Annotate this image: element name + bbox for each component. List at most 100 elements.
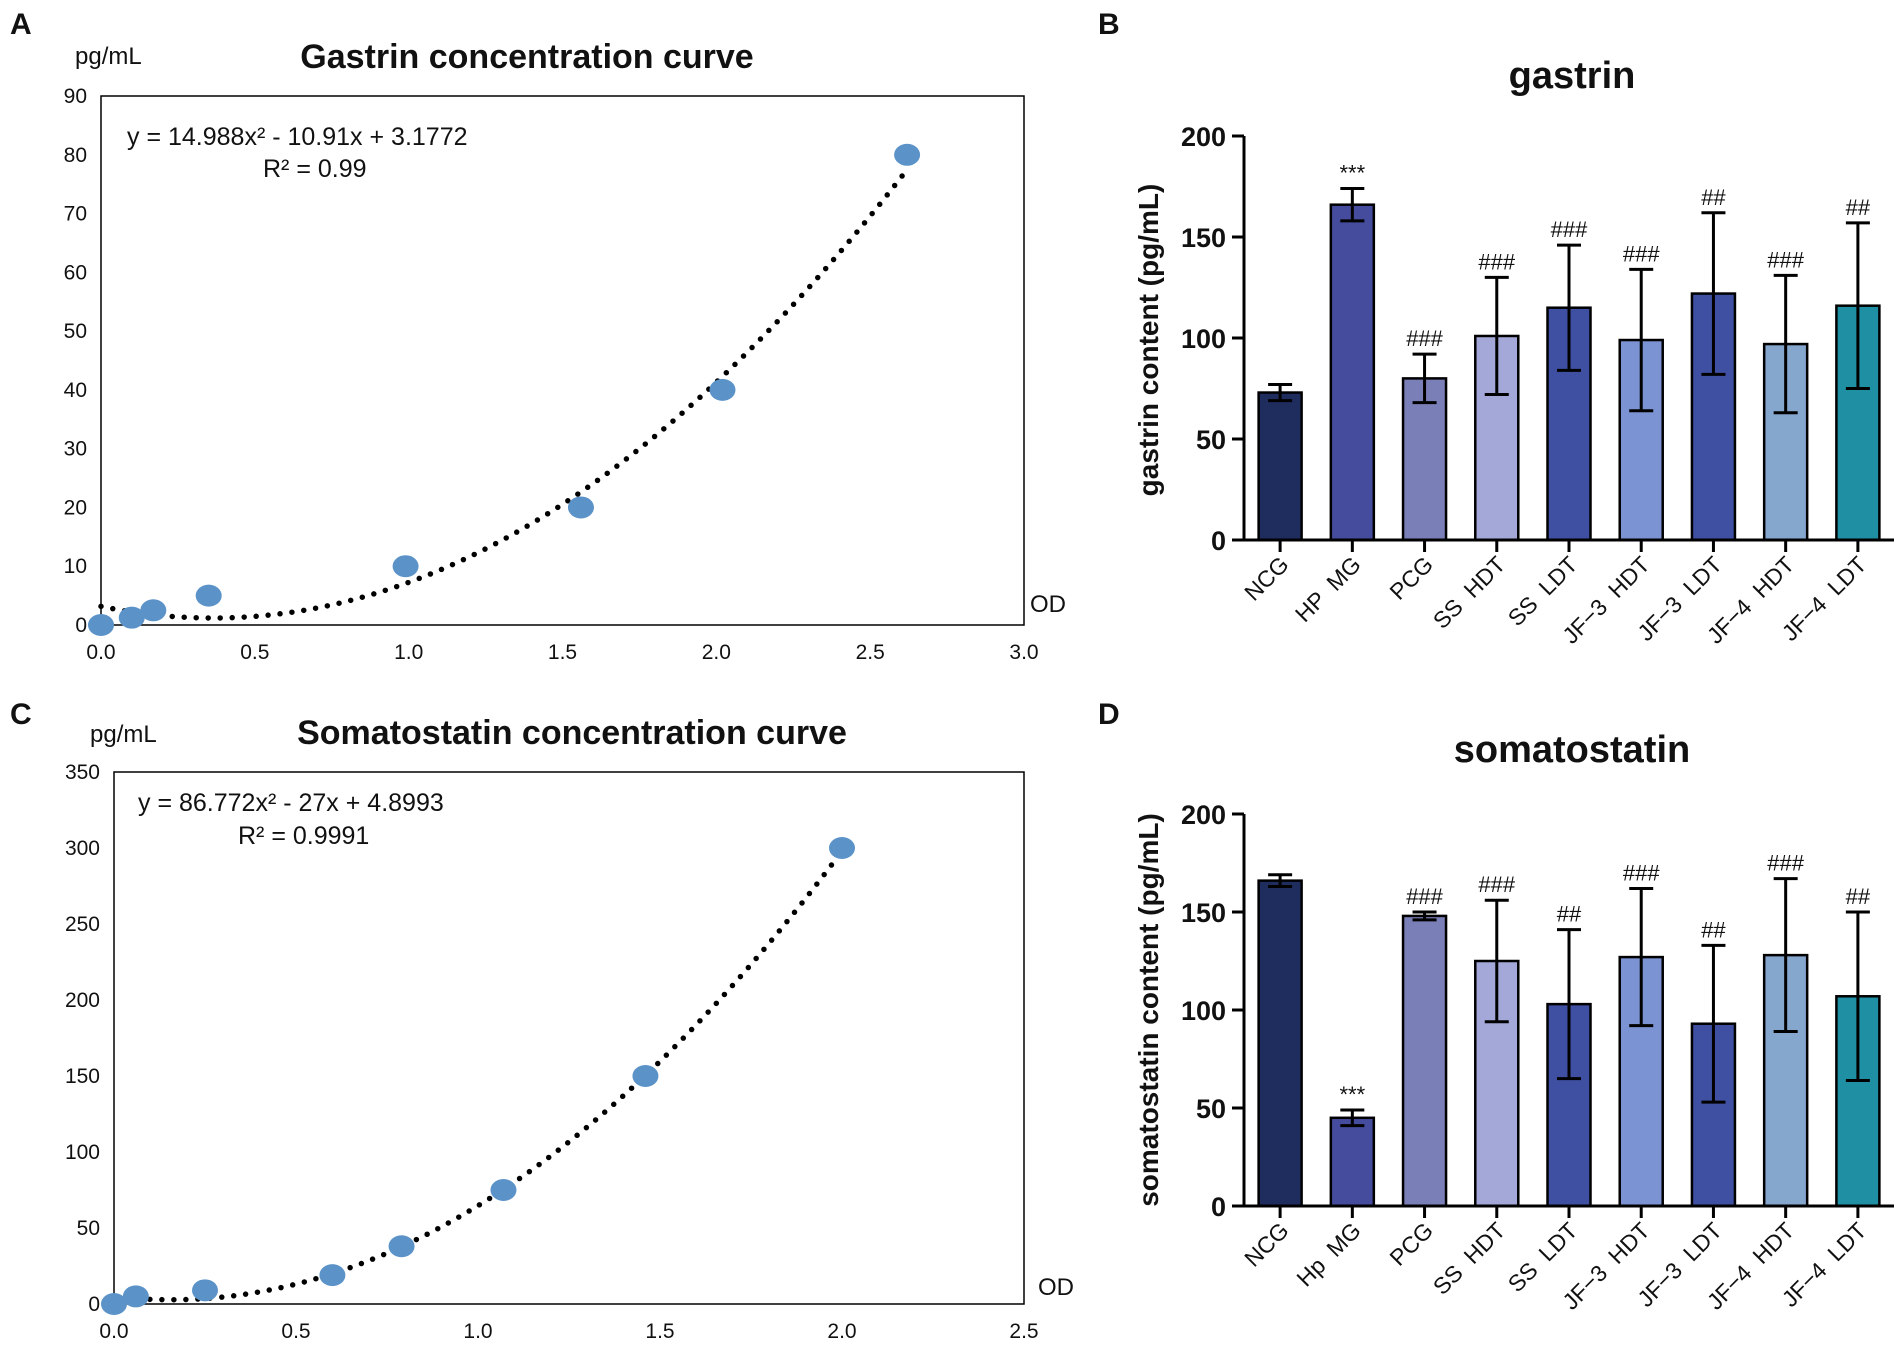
- chart-c-data-point: [122, 1285, 149, 1308]
- chart-b-category-label: HP MG: [1290, 551, 1366, 627]
- chart-a-xtick-label: 2.5: [856, 641, 885, 664]
- chart-a-ytick-label: 30: [64, 438, 87, 461]
- chart-a-xtick-label: 0.5: [240, 641, 269, 664]
- chart-c-r2: R² = 0.9991: [238, 822, 369, 850]
- chart-c-ytick-label: 0: [88, 1293, 100, 1316]
- chart-c-xlabel: OD: [1038, 1274, 1074, 1301]
- chart-c-data-point: [490, 1179, 517, 1201]
- chart-c-ytick-label: 150: [65, 1065, 100, 1088]
- panel-letter-c: C: [10, 698, 32, 731]
- chart-a-data-point: [567, 496, 594, 519]
- chart-d-significance-label: ##: [1701, 917, 1726, 942]
- chart-b-significance-label: ###: [1551, 217, 1588, 242]
- chart-b-ytick-label: 50: [1196, 425, 1226, 455]
- chart-b-bar: [1690, 292, 1737, 542]
- chart-a-xtick-label: 1.0: [394, 641, 423, 664]
- chart-c-data-point: [101, 1293, 127, 1315]
- chart-a-xtick-label: 1.5: [548, 641, 577, 664]
- chart-c-ytick-label: 250: [65, 913, 100, 936]
- chart-c-data-point: [319, 1264, 346, 1287]
- chart-a-plot-frame: [100, 95, 1025, 626]
- chart-b-ytick-label: 150: [1181, 223, 1226, 253]
- chart-a-data-point: [88, 614, 114, 636]
- chart-a-data-point: [894, 143, 921, 166]
- chart-d-ytick-label: 100: [1181, 996, 1226, 1026]
- somatostatin-standard-curve-chart: pg/mL Somatostatin concentration curve y…: [65, 714, 1074, 1343]
- chart-d-category-label: SS HDT: [1428, 1217, 1511, 1300]
- chart-d-ytick-label: 0: [1211, 1192, 1226, 1222]
- chart-b-significance-label: ###: [1623, 241, 1660, 266]
- chart-d-category-label: NCG: [1239, 1217, 1294, 1272]
- chart-d-significance-label: ###: [1623, 860, 1660, 885]
- panel-letter-d: D: [1098, 698, 1120, 731]
- chart-b-significance-label: ###: [1478, 249, 1515, 274]
- chart-c-xtick-label: 0.5: [281, 1320, 310, 1343]
- chart-a-ytick-label: 40: [64, 379, 87, 402]
- chart-d-bar: [1401, 914, 1448, 1208]
- chart-c-ytick-label: 100: [65, 1141, 100, 1164]
- chart-b-significance-label: ##: [1701, 185, 1726, 210]
- chart-c-data-point: [192, 1279, 218, 1302]
- chart-b-significance-label: ***: [1339, 161, 1365, 186]
- chart-a-fit-curve: [98, 166, 910, 621]
- chart-a-title: Gastrin concentration curve: [300, 38, 753, 76]
- chart-d-bar: [1257, 879, 1303, 1208]
- chart-a-equation: y = 14.988x² - 10.91x + 3.1772: [127, 123, 468, 151]
- chart-b-category-label: SS HDT: [1428, 551, 1511, 634]
- chart-a-data-point: [709, 378, 736, 401]
- chart-a-ytick-label: 90: [64, 85, 87, 108]
- chart-c-xtick-label: 0.0: [99, 1320, 128, 1343]
- chart-c-data-point: [829, 837, 855, 859]
- chart-b-ytick-label: 100: [1181, 324, 1226, 354]
- chart-d-significance-label: ###: [1406, 884, 1443, 909]
- chart-d-category-label: PCG: [1384, 1217, 1438, 1271]
- chart-d-significance-label: ###: [1478, 872, 1515, 897]
- chart-b-title: gastrin: [1509, 55, 1636, 97]
- chart-d-significance-label: ###: [1767, 851, 1804, 876]
- chart-c-fit-curve: [111, 848, 845, 1303]
- chart-c-data-point: [388, 1235, 415, 1258]
- chart-a-xtick-label: 2.0: [702, 641, 731, 664]
- chart-a-ytick-label: 50: [64, 320, 87, 343]
- chart-a-xtick-label: 3.0: [1009, 641, 1038, 664]
- chart-a-ytick-label: 70: [64, 203, 87, 226]
- chart-a-data-point: [392, 555, 419, 578]
- chart-a-data-point: [140, 599, 167, 622]
- chart-a-ytick-label: 10: [64, 555, 87, 578]
- chart-b-category-label: NCG: [1239, 551, 1294, 606]
- chart-d-significance-label: ##: [1557, 902, 1582, 927]
- chart-a-data-point: [195, 584, 222, 607]
- chart-d-ytick-label: 200: [1181, 800, 1226, 830]
- chart-a-ytick-label: 0: [75, 614, 87, 637]
- chart-a-data-point: [118, 606, 145, 629]
- chart-c-data-point: [632, 1065, 659, 1087]
- somatostatin-content-bar-chart: somatostatin somatostatin content (pg/mL…: [1133, 729, 1894, 1315]
- panel-letter-b: B: [1098, 8, 1120, 41]
- chart-c-ytick-label: 200: [65, 989, 100, 1012]
- chart-a-r2: R² = 0.99: [263, 155, 367, 183]
- chart-b-significance-label: ##: [1846, 195, 1871, 220]
- chart-c-ylabel: pg/mL: [90, 721, 157, 748]
- chart-c-xtick-label: 1.0: [463, 1320, 492, 1343]
- chart-a-ytick-label: 80: [64, 144, 87, 167]
- chart-d-significance-label: ***: [1339, 1082, 1365, 1107]
- chart-b-significance-label: ###: [1767, 247, 1804, 272]
- chart-b-bar: [1257, 391, 1303, 542]
- chart-d-significance-label: ##: [1846, 884, 1871, 909]
- chart-c-xtick-label: 2.0: [827, 1320, 856, 1343]
- chart-c-title: Somatostatin concentration curve: [297, 714, 847, 752]
- chart-a-ytick-label: 20: [64, 496, 87, 519]
- chart-b-ytick-label: 200: [1181, 122, 1226, 152]
- chart-b-category-label: PCG: [1384, 551, 1438, 605]
- chart-b-ytick-label: 0: [1211, 526, 1226, 556]
- chart-d-ytick-label: 50: [1196, 1094, 1226, 1124]
- chart-b-bar: [1329, 203, 1376, 542]
- chart-a-ytick-label: 60: [64, 261, 87, 284]
- chart-c-ytick-label: 50: [77, 1217, 100, 1240]
- chart-a-xtick-label: 0.0: [86, 641, 115, 664]
- chart-c-xtick-label: 2.5: [1009, 1320, 1038, 1343]
- chart-b-ylabel: gastrin content (pg/mL): [1133, 184, 1164, 497]
- gastrin-standard-curve-chart: pg/mL Gastrin concentration curve y = 14…: [64, 38, 1066, 664]
- chart-d-ytick-label: 150: [1181, 898, 1226, 928]
- chart-a-xlabel: OD: [1030, 591, 1066, 618]
